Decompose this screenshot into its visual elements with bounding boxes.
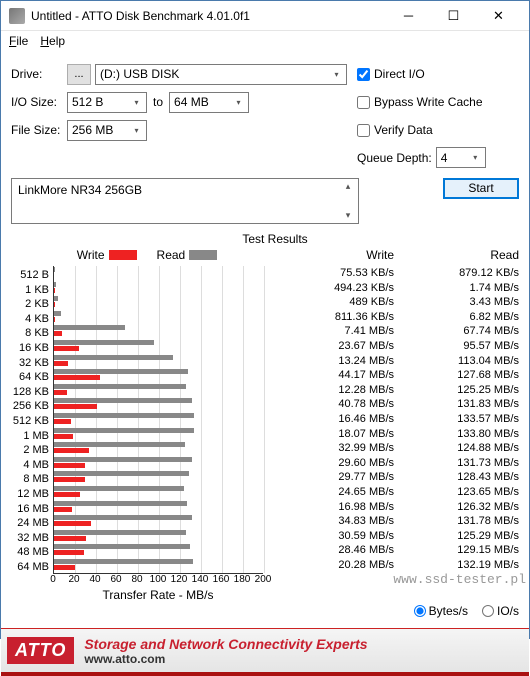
spinner-icon[interactable]: ▴▾ — [340, 181, 356, 221]
x-axis-label: Transfer Rate - MB/s — [53, 588, 263, 602]
device-textbox[interactable]: LinkMore NR34 256GB ▴▾ — [11, 178, 359, 224]
bypass-checkbox[interactable]: Bypass Write Cache — [357, 91, 519, 113]
app-icon — [9, 8, 25, 24]
device-value: LinkMore NR34 256GB — [18, 183, 142, 197]
filesize-combo[interactable]: 256 MB ▾ — [67, 120, 147, 141]
hdr-write: Write — [269, 248, 394, 266]
legend-read-swatch — [189, 250, 217, 260]
x-axis: 020406080100120140160180200 — [53, 574, 263, 588]
bypass-label: Bypass Write Cache — [374, 95, 483, 109]
watermark: www.ssd-tester.pl — [393, 572, 526, 587]
start-button[interactable]: Start — [443, 178, 519, 199]
chevron-down-icon: ▾ — [468, 150, 483, 165]
units-ios-radio[interactable]: IO/s — [482, 604, 519, 618]
queuedepth-label: Queue Depth: — [357, 151, 432, 165]
legend-read-label: Read — [157, 248, 186, 262]
footer-line1: Storage and Network Connectivity Experts — [84, 636, 367, 652]
menu-help[interactable]: Help — [40, 34, 65, 48]
write-column: 75.53 KB/s494.23 KB/s489 KB/s811.36 KB/s… — [269, 266, 394, 574]
drive-label: Drive: — [11, 67, 67, 81]
legend-write-label: Write — [77, 248, 105, 262]
menubar: File Help — [1, 31, 529, 51]
iosize-to-value: 64 MB — [174, 95, 209, 109]
queuedepth-value: 4 — [441, 151, 448, 165]
units-bytes-input[interactable] — [414, 605, 426, 617]
iosize-from-combo[interactable]: 512 B ▾ — [67, 92, 147, 113]
iosize-label: I/O Size: — [11, 95, 67, 109]
data-columns: 75.53 KB/s494.23 KB/s489 KB/s811.36 KB/s… — [263, 266, 519, 574]
verify-label: Verify Data — [374, 123, 433, 137]
drive-value: (D:) USB DISK — [100, 67, 179, 81]
footer: ATTO Storage and Network Connectivity Ex… — [1, 628, 529, 676]
queuedepth-combo[interactable]: 4 ▾ — [436, 147, 486, 168]
chevron-down-icon: ▾ — [231, 95, 246, 110]
chart-area — [53, 266, 263, 574]
iosize-from-value: 512 B — [72, 95, 103, 109]
chevron-down-icon: ▾ — [329, 67, 344, 82]
iosize-to-combo[interactable]: 64 MB ▾ — [169, 92, 249, 113]
menu-file[interactable]: File — [9, 34, 28, 48]
bypass-input[interactable] — [357, 96, 370, 109]
filesize-label: File Size: — [11, 123, 67, 137]
footer-line2: www.atto.com — [84, 652, 367, 666]
close-button[interactable]: ✕ — [476, 1, 521, 30]
minimize-button[interactable]: ─ — [386, 1, 431, 30]
drive-combo[interactable]: (D:) USB DISK ▾ — [95, 64, 347, 85]
drive-browse-button[interactable]: ... — [67, 64, 91, 85]
directio-label: Direct I/O — [374, 67, 425, 81]
window-title: Untitled - ATTO Disk Benchmark 4.01.0f1 — [31, 9, 386, 23]
hdr-read: Read — [394, 248, 519, 266]
y-axis-labels: 512 B1 KB2 KB4 KB8 KB16 KB32 KB64 KB128 … — [11, 266, 53, 574]
legend: Write Read — [11, 248, 263, 262]
filesize-value: 256 MB — [72, 123, 113, 137]
results-title: Test Results — [11, 232, 519, 246]
chevron-down-icon: ▾ — [129, 95, 144, 110]
directio-input[interactable] — [357, 68, 370, 81]
units-bytes-label: Bytes/s — [429, 604, 468, 618]
directio-checkbox[interactable]: Direct I/O — [357, 63, 519, 85]
to-label: to — [153, 95, 163, 109]
read-column: 879.12 KB/s1.74 MB/s3.43 MB/s6.82 MB/s67… — [394, 266, 519, 574]
units-ios-label: IO/s — [497, 604, 519, 618]
maximize-button[interactable]: ☐ — [431, 1, 476, 30]
atto-logo: ATTO — [7, 637, 74, 664]
verify-input[interactable] — [357, 124, 370, 137]
units-ios-input[interactable] — [482, 605, 494, 617]
titlebar: Untitled - ATTO Disk Benchmark 4.01.0f1 … — [1, 1, 529, 31]
verify-checkbox[interactable]: Verify Data — [357, 119, 519, 141]
legend-write-swatch — [109, 250, 137, 260]
chevron-down-icon: ▾ — [129, 123, 144, 138]
units-bytes-radio[interactable]: Bytes/s — [414, 604, 468, 618]
